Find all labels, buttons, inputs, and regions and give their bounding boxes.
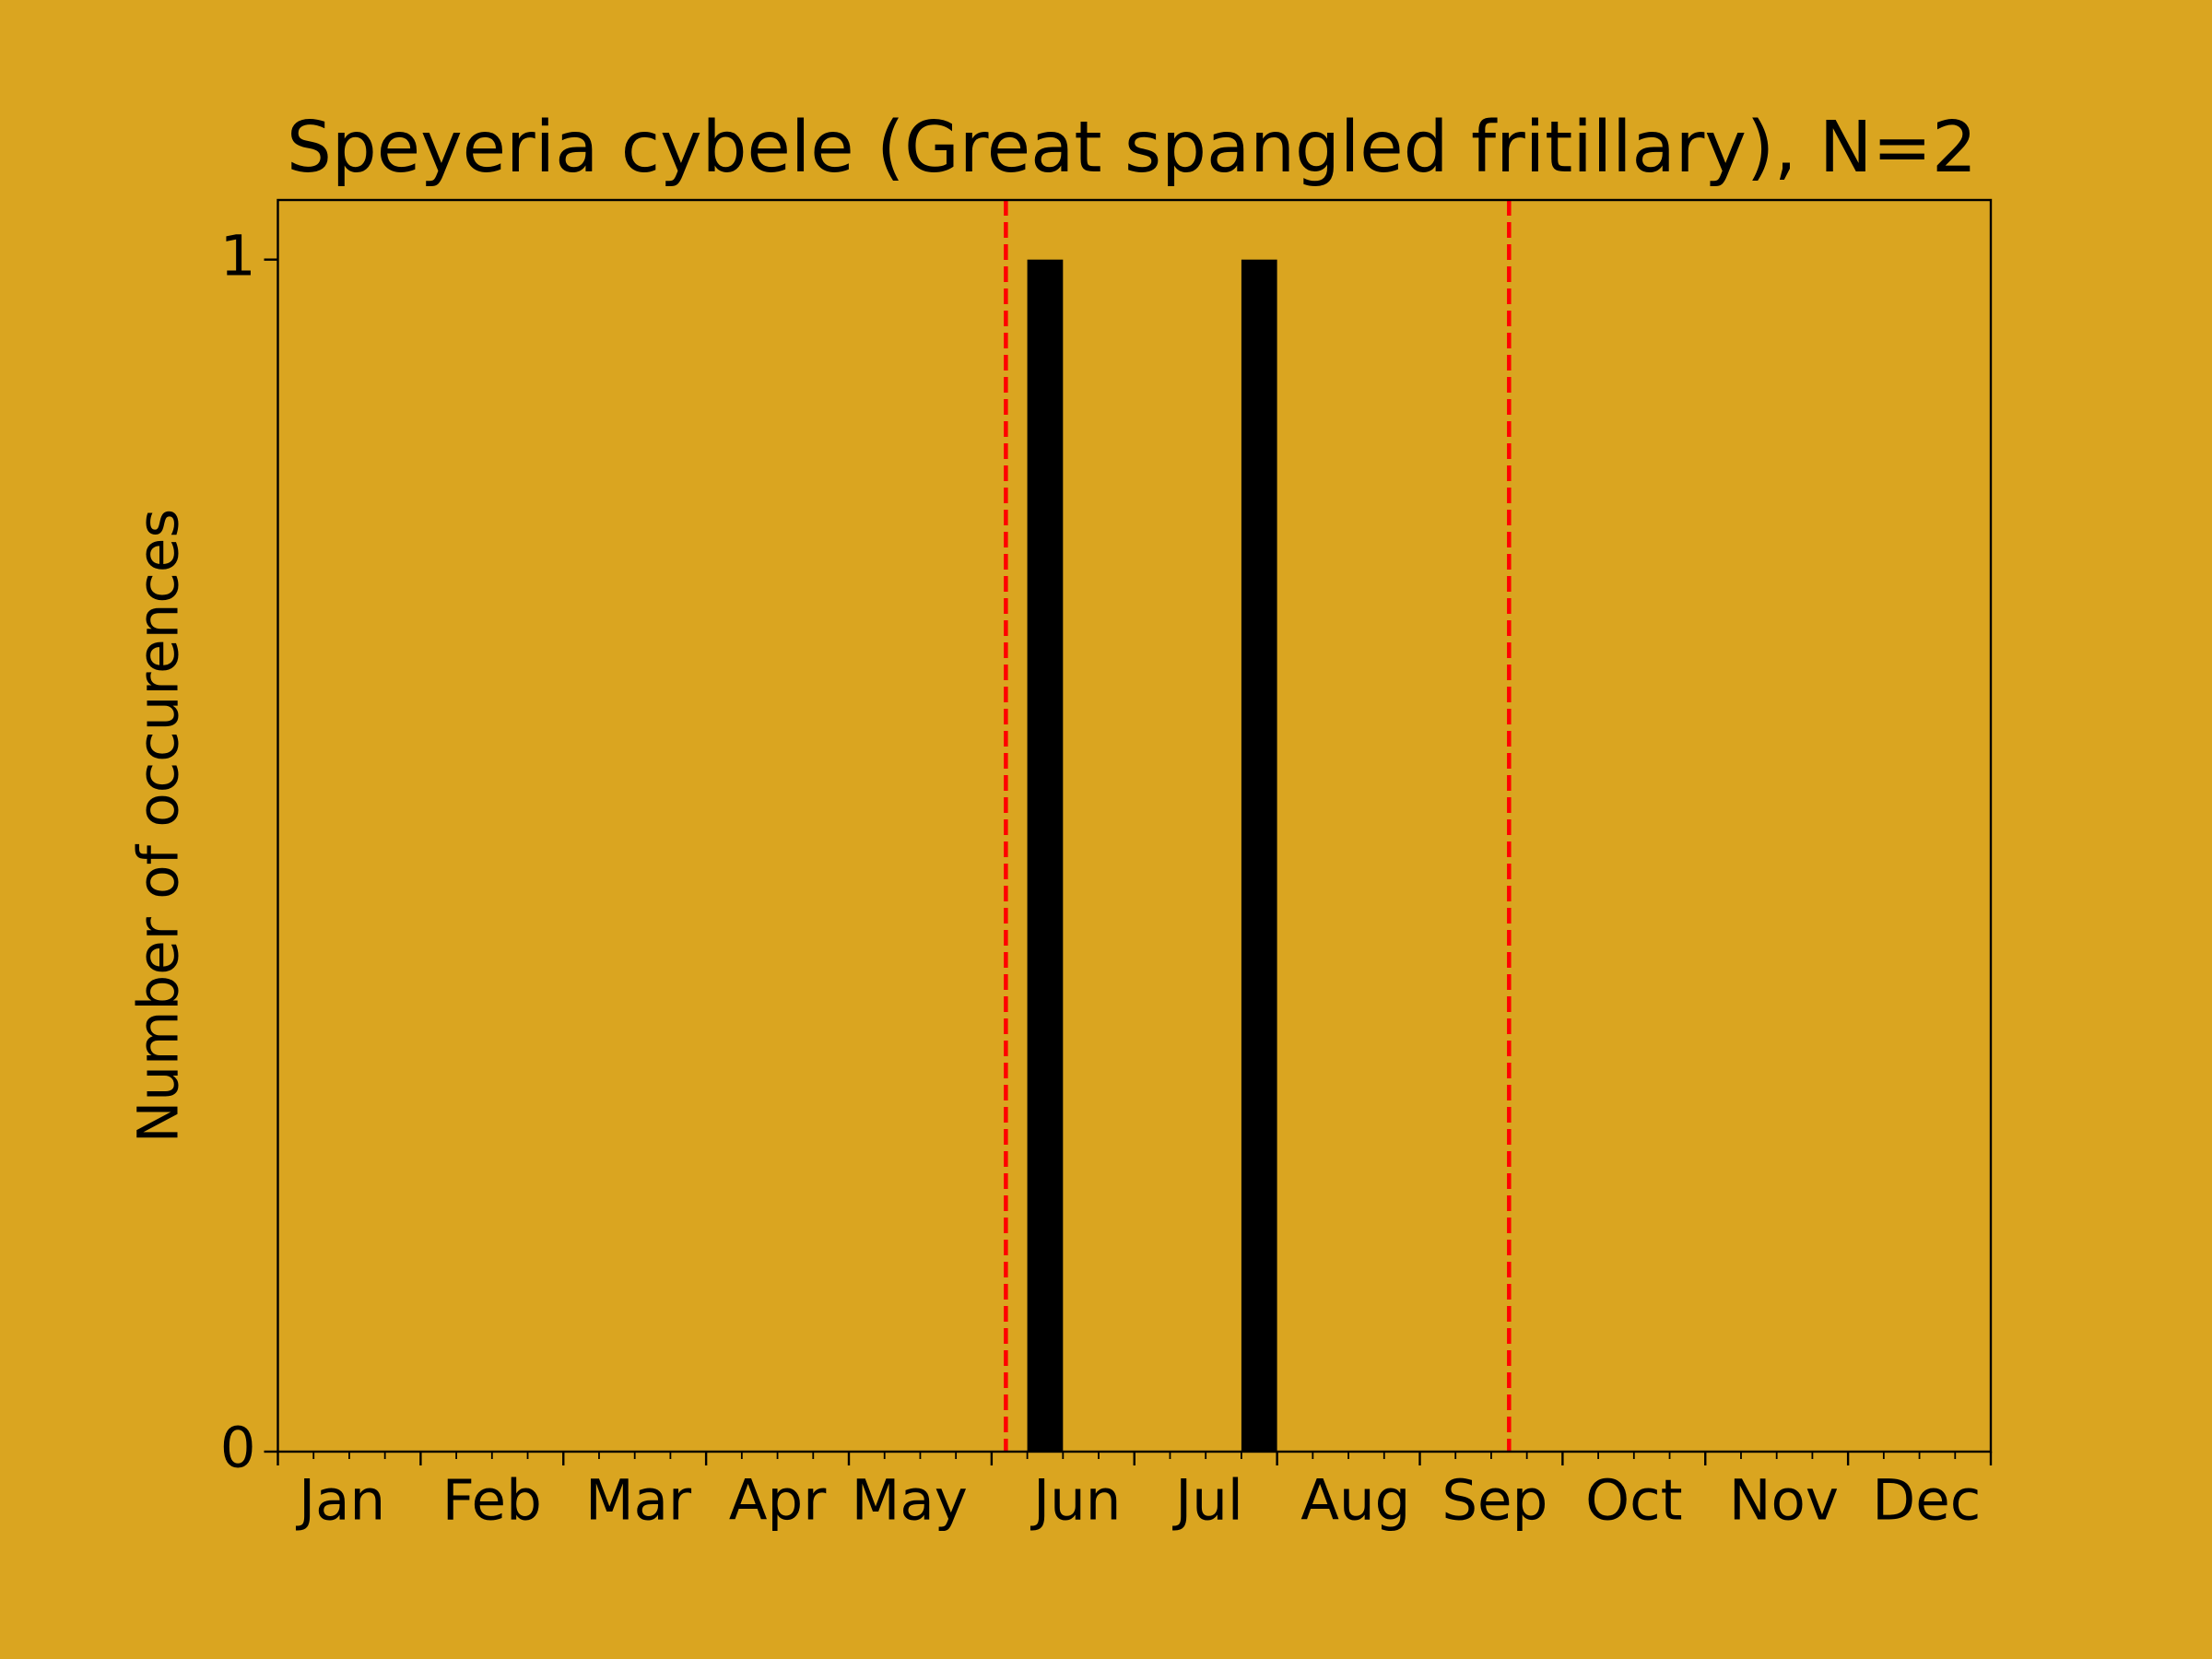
x-tick-label: Apr [729, 1468, 827, 1534]
bar [1027, 259, 1064, 1453]
y-tick-label: 1 [220, 223, 256, 288]
chart-title: Speyeria cybele (Great spangled fritilla… [287, 107, 1977, 189]
x-tick-label: Dec [1872, 1468, 1981, 1534]
x-tick-label: Jan [295, 1468, 385, 1534]
x-tick-label: Nov [1729, 1468, 1839, 1534]
y-tick-label: 0 [220, 1416, 256, 1481]
x-tick-label: May [852, 1468, 968, 1534]
x-tick-label: Sep [1441, 1468, 1547, 1534]
x-tick-label: Oct [1585, 1468, 1682, 1534]
y-axis-label: Number of occurences [126, 509, 192, 1143]
x-tick-label: Jul [1171, 1468, 1243, 1534]
x-tick-label: Jun [1030, 1468, 1121, 1534]
x-tick-label: Aug [1300, 1468, 1410, 1534]
bar [1241, 259, 1277, 1453]
x-tick-label: Feb [442, 1468, 542, 1534]
x-tick-label: Mar [585, 1468, 692, 1534]
